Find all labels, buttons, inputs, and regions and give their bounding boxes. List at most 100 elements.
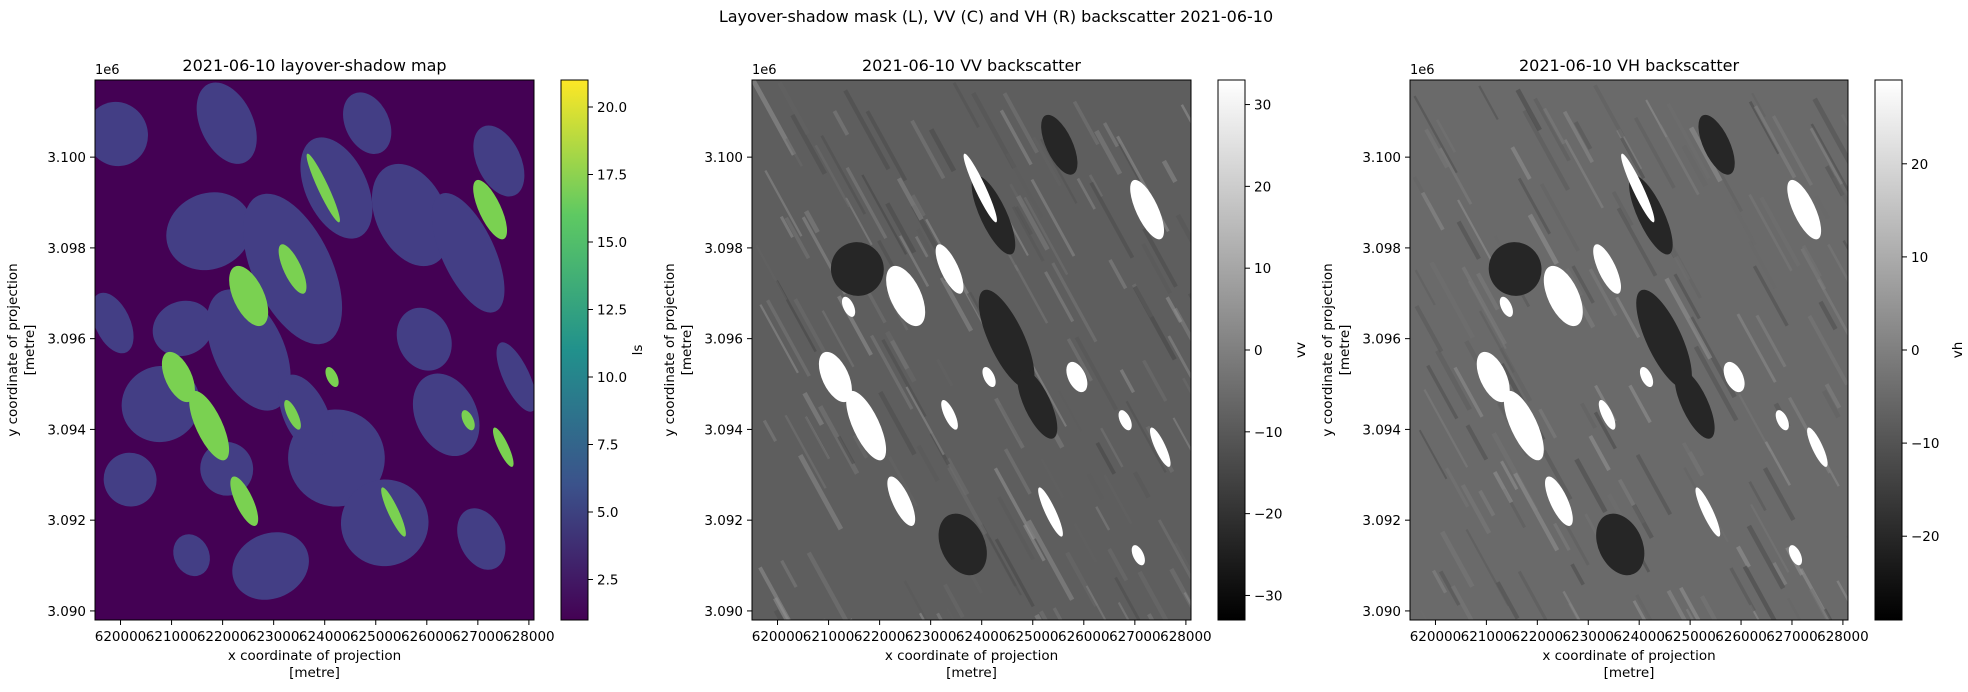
terrain-texture xyxy=(903,580,928,620)
terrain-texture xyxy=(1478,489,1496,517)
terrain-texture xyxy=(1414,305,1444,353)
terrain-texture xyxy=(1810,123,1848,193)
terrain-texture xyxy=(798,454,844,531)
terrain-texture xyxy=(821,310,855,368)
terrain-texture xyxy=(1424,128,1449,169)
terrain-texture xyxy=(936,358,954,387)
terrain-texture xyxy=(796,403,834,468)
x-tick-label: 628000 xyxy=(503,629,555,645)
masked-pixels xyxy=(935,244,964,294)
terrain-texture xyxy=(1593,411,1617,450)
masked-pixels xyxy=(846,390,887,461)
terrain-texture xyxy=(884,330,917,383)
x-tick-label: 623000 xyxy=(1562,629,1614,645)
masked-pixels xyxy=(818,351,852,403)
terrain-texture xyxy=(1620,137,1646,180)
terrain-texture xyxy=(947,466,988,536)
terrain-texture xyxy=(994,538,1035,608)
terrain-texture xyxy=(887,456,918,507)
layover-region xyxy=(473,179,508,240)
terrain-texture xyxy=(1107,548,1129,582)
terrain-texture xyxy=(764,170,803,237)
y-tick-label: 3.100 xyxy=(704,150,743,166)
terrain-texture xyxy=(1827,243,1848,283)
colorbar-label: vv xyxy=(1293,342,1309,358)
terrain-texture xyxy=(832,110,850,136)
shadow-region xyxy=(371,163,451,267)
colorbar xyxy=(560,79,589,621)
terrain-texture xyxy=(1478,310,1515,373)
terrain-texture xyxy=(755,244,788,301)
terrain-texture xyxy=(939,276,974,332)
terrain-texture xyxy=(1051,262,1098,343)
x-tick-label: 620000 xyxy=(1410,629,1462,645)
x-tick-label: 628000 xyxy=(1160,629,1212,645)
shadow-region xyxy=(278,374,333,456)
terrain-texture xyxy=(899,235,930,287)
x-tick-label: 625000 xyxy=(1007,629,1059,645)
x-tick-label: 623000 xyxy=(905,629,957,645)
terrain-texture xyxy=(1016,194,1050,251)
shadow-region xyxy=(166,192,253,271)
colorbar-tick-label: −20 xyxy=(1911,529,1940,545)
shadow-region xyxy=(496,342,534,412)
terrain-texture xyxy=(1611,191,1634,227)
terrain-texture xyxy=(1086,472,1105,501)
terrain-texture xyxy=(1073,522,1098,563)
terrain-texture xyxy=(997,496,1035,561)
terrain-texture xyxy=(1809,127,1844,185)
terrain-texture xyxy=(1141,243,1172,295)
terrain-texture xyxy=(1836,580,1848,603)
terrain-texture xyxy=(1821,389,1841,419)
y-tick-label: 3.096 xyxy=(704,332,743,348)
terrain-texture xyxy=(1748,101,1780,155)
masked-pixels xyxy=(841,296,856,317)
terrain-texture xyxy=(1030,178,1076,257)
x-tick-label: 626000 xyxy=(1715,629,1767,645)
terrain-texture xyxy=(999,404,1022,442)
terrain-texture xyxy=(1413,95,1458,174)
terrain-texture xyxy=(1787,597,1802,620)
colorbar-tick-label: 5.0 xyxy=(597,505,618,521)
terrain-texture xyxy=(911,194,926,217)
terrain-texture xyxy=(1755,314,1787,368)
colorbar-tick-label: −10 xyxy=(1911,436,1940,452)
terrain-texture xyxy=(910,119,946,180)
axes-frame xyxy=(1409,79,1849,621)
terrain-texture xyxy=(814,144,851,208)
terrain-texture xyxy=(1764,441,1792,486)
terrain-texture xyxy=(790,113,827,175)
terrain-texture xyxy=(1095,506,1111,531)
y-tick-label: 3.096 xyxy=(1362,332,1401,348)
terrain-texture xyxy=(980,524,1017,587)
terrain-texture xyxy=(1751,92,1767,118)
shadow-region xyxy=(340,479,429,567)
layover-region xyxy=(189,390,230,461)
shadow-slope xyxy=(1674,369,1715,439)
terrain-texture xyxy=(1183,592,1191,607)
terrain-texture xyxy=(861,174,908,255)
terrain-texture xyxy=(1842,240,1848,251)
colorbar xyxy=(1217,79,1246,621)
terrain-texture xyxy=(1580,402,1597,429)
terrain-texture xyxy=(1500,460,1519,491)
x-tick-label: 622000 xyxy=(197,629,249,645)
x-tick-label: 627000 xyxy=(452,629,504,645)
colorbar-tick-label: 15.0 xyxy=(597,235,627,251)
terrain-texture xyxy=(1414,269,1436,306)
terrain-texture xyxy=(1673,273,1701,320)
terrain-texture xyxy=(1510,146,1532,181)
terrain-texture xyxy=(918,612,926,620)
masked-pixels xyxy=(1695,487,1721,537)
terrain-texture xyxy=(1132,285,1177,361)
terrain-texture xyxy=(1095,441,1116,475)
terrain-texture xyxy=(1074,336,1119,411)
terrain-texture xyxy=(1027,357,1067,427)
heatmap-image xyxy=(752,80,1191,620)
terrain-texture xyxy=(1450,585,1474,620)
colorbar-tick-label: 7.5 xyxy=(597,438,618,454)
terrain-texture xyxy=(1032,136,1062,187)
colorbar-tick-label: 17.5 xyxy=(597,168,627,184)
terrain-texture xyxy=(1747,240,1777,290)
